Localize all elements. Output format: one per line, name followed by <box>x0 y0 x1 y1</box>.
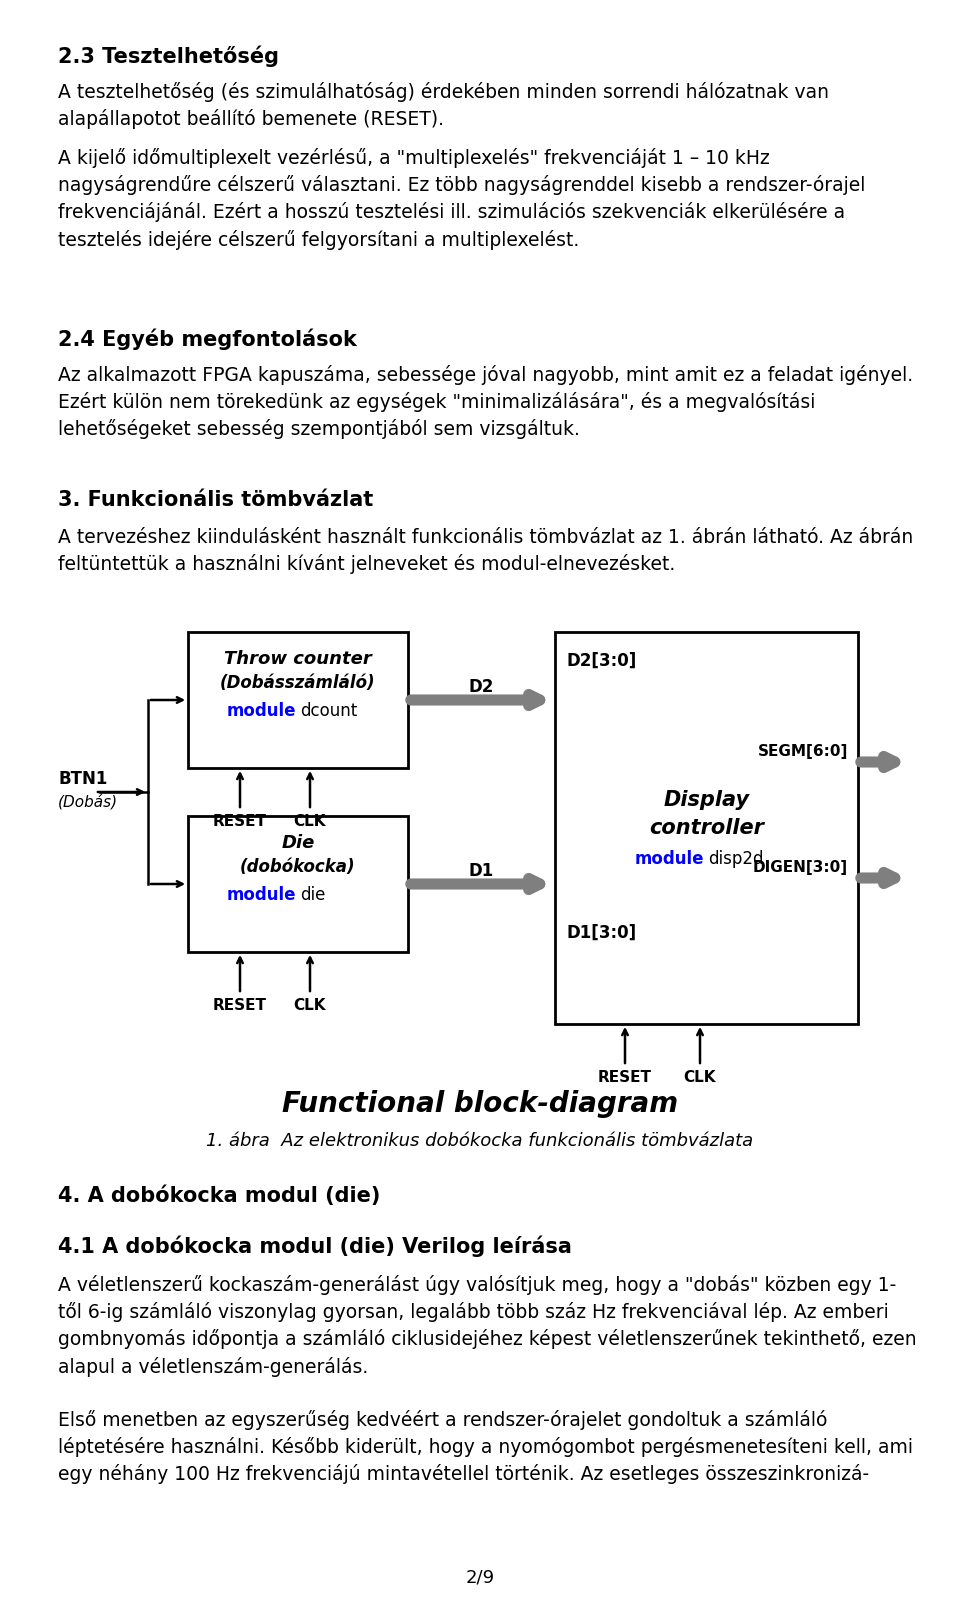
Bar <box>188 817 408 953</box>
Text: RESET: RESET <box>598 1069 652 1085</box>
Text: module: module <box>227 885 296 905</box>
Text: D1: D1 <box>468 861 494 881</box>
Text: A tervezéshez kiindulásként használt funkcionális tömbvázlat az 1. ábrán látható: A tervezéshez kiindulásként használt fun… <box>58 528 913 575</box>
Text: (Dobásszámláló): (Dobásszámláló) <box>220 674 375 692</box>
Text: 4.1 A dobókocka modul (die) Verilog leírása: 4.1 A dobókocka modul (die) Verilog leír… <box>58 1234 572 1257</box>
Text: dcount: dcount <box>300 701 357 720</box>
Text: die: die <box>300 885 325 905</box>
Text: A tesztelhetőség (és szimulálhatóság) érdekében minden sorrendi hálózatnak van
a: A tesztelhetőség (és szimulálhatóság) ér… <box>58 82 829 130</box>
Text: module: module <box>227 701 296 720</box>
Text: Display: Display <box>663 789 750 810</box>
Bar <box>555 632 858 1025</box>
Text: 3. Funkcionális tömbvázlat: 3. Funkcionális tömbvázlat <box>58 490 373 511</box>
Text: BTN1: BTN1 <box>58 770 108 788</box>
Text: RESET: RESET <box>213 997 267 1013</box>
Text: 1. ábra  Az elektronikus dobókocka funkcionális tömbvázlata: 1. ábra Az elektronikus dobókocka funkci… <box>206 1132 754 1150</box>
Text: D2: D2 <box>468 677 494 696</box>
Text: (dobókocka): (dobókocka) <box>240 858 356 876</box>
Text: CLK: CLK <box>684 1069 716 1085</box>
Text: CLK: CLK <box>294 813 326 829</box>
Bar <box>188 632 408 768</box>
Text: A kijelő időmultiplexelt vezérlésű, a "multiplexelés" frekvenciáját 1 – 10 kHz
n: A kijelő időmultiplexelt vezérlésű, a "m… <box>58 147 865 250</box>
Text: Első menetben az egyszerűség kedvéért a rendszer-órajelet gondoltuk a számláló
l: Első menetben az egyszerűség kedvéért a … <box>58 1410 913 1484</box>
Text: RESET: RESET <box>213 813 267 829</box>
Text: (Dobás): (Dobás) <box>58 794 118 810</box>
Text: 2/9: 2/9 <box>466 1567 494 1587</box>
Text: Az alkalmazott FPGA kapuszáma, sebessége jóval nagyobb, mint amit ez a feladat i: Az alkalmazott FPGA kapuszáma, sebessége… <box>58 365 913 439</box>
Text: controller: controller <box>649 818 764 837</box>
Text: D2[3:0]: D2[3:0] <box>567 652 637 669</box>
Text: DIGEN[3:0]: DIGEN[3:0] <box>753 860 848 876</box>
Text: Throw counter: Throw counter <box>224 650 372 668</box>
Text: D1[3:0]: D1[3:0] <box>567 924 637 941</box>
Text: disp2d: disp2d <box>708 850 764 868</box>
Text: 2.4 Egyéb megfontolások: 2.4 Egyéb megfontolások <box>58 328 357 349</box>
Text: A véletlenszerű kockaszám-generálást úgy valósítjuk meg, hogy a "dobás" közben e: A véletlenszerű kockaszám-generálást úgy… <box>58 1274 917 1377</box>
Text: 4. A dobókocka modul (die): 4. A dobókocka modul (die) <box>58 1185 380 1206</box>
Text: Functional block-diagram: Functional block-diagram <box>282 1090 678 1117</box>
Text: SEGM[6:0]: SEGM[6:0] <box>757 744 848 759</box>
Text: CLK: CLK <box>294 997 326 1013</box>
Text: Die: Die <box>281 834 315 852</box>
Text: 2.3 Tesztelhetőség: 2.3 Tesztelhetőség <box>58 45 279 67</box>
Text: module: module <box>635 850 705 868</box>
